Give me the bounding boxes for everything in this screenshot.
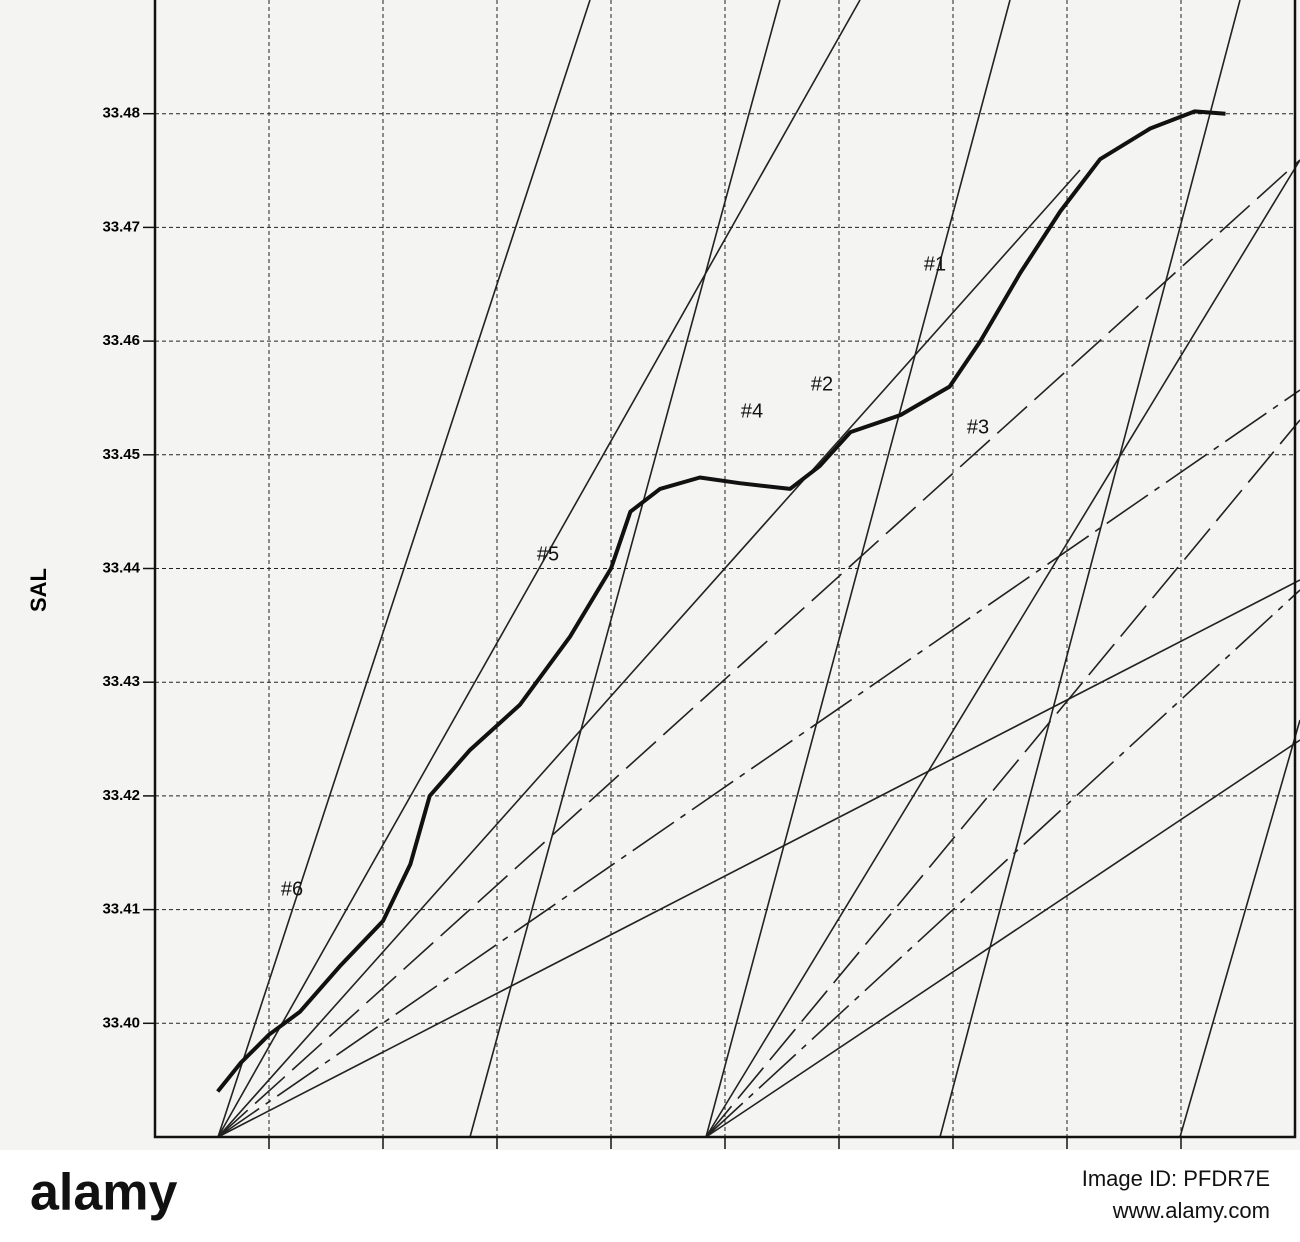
isopycnal — [1179, 719, 1300, 1138]
annotation: #2 — [811, 373, 833, 395]
footer-band — [0, 1150, 1300, 1242]
watermark-logo: alamy — [30, 1164, 178, 1222]
isopycnal — [217, 389, 1300, 1138]
annotation: #4 — [741, 400, 763, 422]
y-tick-label: 33.42 — [102, 787, 140, 804]
y-tick-label: 33.45 — [102, 446, 140, 463]
watermark-url: www.alamy.com — [1112, 1198, 1270, 1223]
isopycnal — [705, 419, 1300, 1138]
y-tick-label: 33.48 — [102, 105, 140, 122]
isopycnal — [217, 169, 1081, 1138]
isopycnal — [217, 579, 1300, 1138]
annotation: #6 — [281, 878, 303, 900]
annotation: #5 — [537, 543, 559, 565]
isopycnal — [705, 739, 1300, 1138]
isopycnal — [217, 159, 1300, 1138]
y-axis-label: SAL — [26, 568, 51, 612]
y-tick-label: 33.46 — [102, 332, 140, 349]
salinity-trace — [216, 109, 1226, 1093]
isopycnals — [217, 0, 1300, 1138]
y-tick-label: 33.41 — [102, 901, 140, 918]
isopycnal — [705, 159, 1300, 1138]
annotation: #3 — [967, 416, 989, 438]
y-tick-label: 33.47 — [102, 218, 140, 235]
y-tick-label: 33.44 — [102, 559, 140, 576]
image-id: Image ID: PFDR7E — [1082, 1166, 1270, 1191]
annotation: #1 — [924, 253, 946, 275]
y-tick-label: 33.40 — [102, 1014, 140, 1031]
y-tick-label: 33.43 — [102, 673, 140, 690]
isopycnal — [705, 589, 1300, 1138]
axes-frame — [153, 0, 1297, 1139]
isopycnal — [217, 0, 861, 1138]
